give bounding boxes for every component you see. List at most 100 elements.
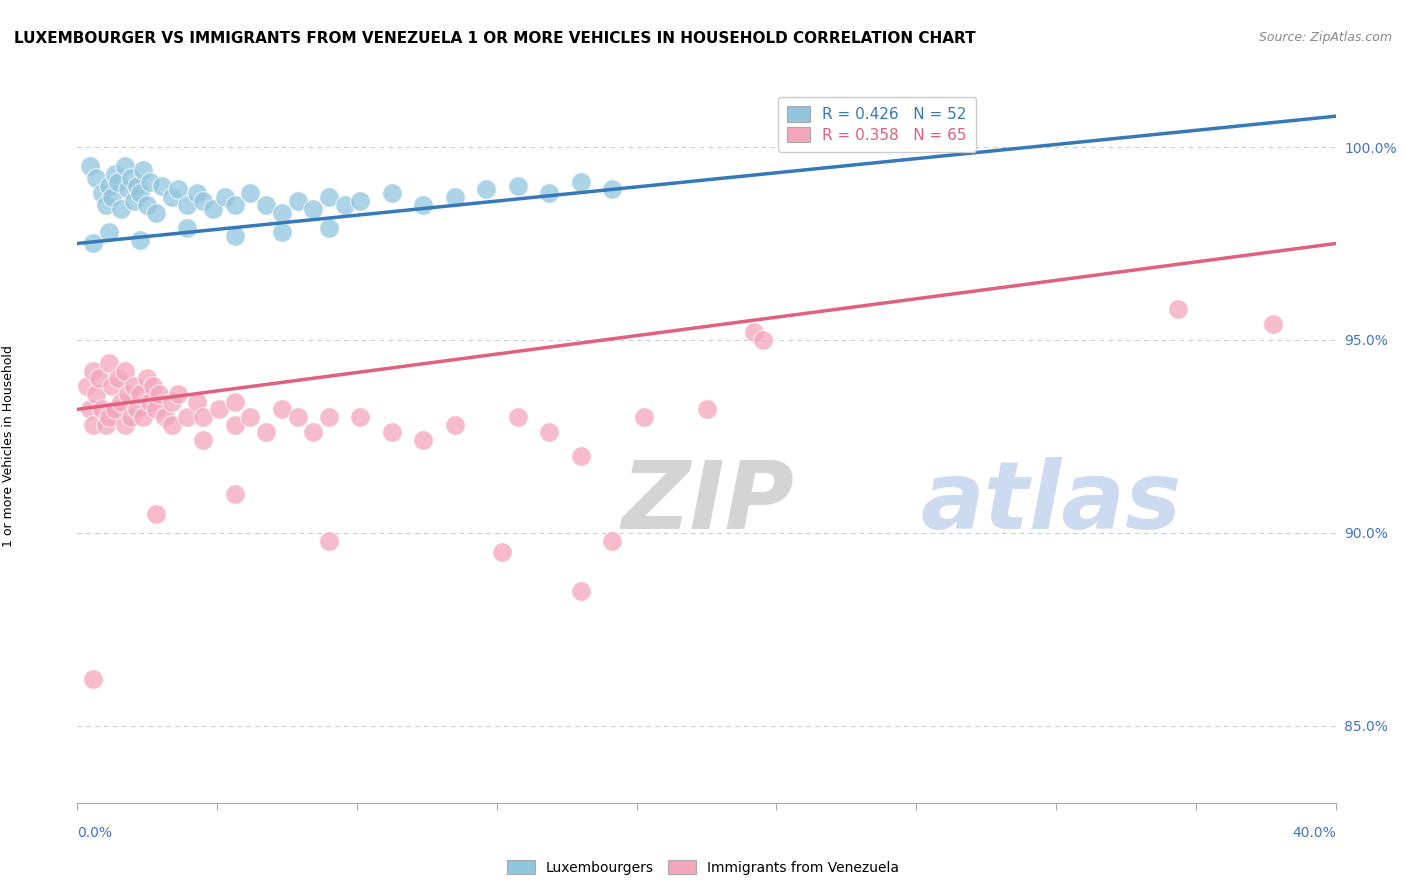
Point [318, 190, 340, 204]
Point [101, 190, 124, 204]
Point [132, 163, 155, 178]
Point [104, 402, 127, 417]
Point [145, 205, 167, 219]
Point [569, 175, 592, 189]
Point [186, 186, 208, 201]
Point [148, 387, 170, 401]
Point [155, 410, 177, 425]
Point [270, 402, 292, 417]
Point [381, 186, 404, 201]
Point [538, 186, 561, 201]
Point [132, 410, 155, 425]
Point [1167, 301, 1189, 316]
Point [97, 356, 120, 370]
Point [475, 182, 498, 196]
Point [506, 178, 529, 193]
Point [224, 417, 246, 432]
Point [89, 371, 111, 385]
Text: atlas: atlas [921, 457, 1181, 549]
Point [167, 387, 190, 401]
Text: LUXEMBOURGER VS IMMIGRANTS FROM VENEZUELA 1 OR MORE VEHICLES IN HOUSEHOLD CORREL: LUXEMBOURGER VS IMMIGRANTS FROM VENEZUEL… [14, 31, 976, 46]
Point [569, 449, 592, 463]
Point [129, 387, 152, 401]
Point [302, 425, 325, 440]
Point [176, 198, 198, 212]
Point [412, 434, 434, 448]
Point [94, 417, 117, 432]
Point [191, 194, 215, 208]
Point [120, 170, 142, 185]
Point [239, 186, 262, 201]
Point [742, 325, 765, 339]
Point [270, 225, 292, 239]
Text: ZIP: ZIP [621, 457, 794, 549]
Point [254, 425, 277, 440]
Point [491, 545, 513, 559]
Legend: Luxembourgers, Immigrants from Venezuela: Luxembourgers, Immigrants from Venezuela [502, 855, 904, 880]
Point [224, 394, 246, 409]
Text: 40.0%: 40.0% [1292, 826, 1336, 840]
Point [349, 194, 371, 208]
Point [142, 379, 165, 393]
Point [167, 182, 190, 196]
Point [160, 394, 183, 409]
Point [122, 379, 145, 393]
Point [76, 379, 98, 393]
Point [114, 364, 136, 378]
Point [224, 487, 246, 501]
Point [349, 410, 371, 425]
Point [239, 410, 262, 425]
Point [287, 410, 309, 425]
Point [94, 198, 117, 212]
Point [287, 194, 309, 208]
Point [82, 364, 104, 378]
Point [114, 417, 136, 432]
Point [110, 394, 132, 409]
Point [186, 394, 208, 409]
Point [110, 202, 132, 216]
Point [104, 167, 127, 181]
Point [97, 410, 120, 425]
Point [696, 402, 718, 417]
Point [201, 202, 224, 216]
Point [318, 410, 340, 425]
Point [117, 387, 139, 401]
Point [122, 194, 145, 208]
Point [82, 236, 104, 251]
Point [752, 333, 775, 347]
Point [254, 198, 277, 212]
Point [569, 583, 592, 598]
Point [176, 221, 198, 235]
Point [97, 225, 120, 239]
Point [129, 186, 152, 201]
Point [538, 425, 561, 440]
Point [224, 198, 246, 212]
Point [117, 182, 139, 196]
Point [91, 402, 114, 417]
Point [91, 186, 114, 201]
Point [600, 533, 623, 548]
Point [191, 410, 215, 425]
Point [145, 402, 167, 417]
Point [107, 175, 129, 189]
Point [79, 159, 101, 173]
Point [224, 228, 246, 243]
Point [191, 434, 215, 448]
Point [84, 387, 107, 401]
Point [138, 394, 160, 409]
Point [381, 425, 404, 440]
Point [214, 190, 236, 204]
Point [84, 170, 107, 185]
Point [600, 182, 623, 196]
Point [145, 507, 167, 521]
Point [160, 417, 183, 432]
Legend: R = 0.426   N = 52, R = 0.358   N = 65: R = 0.426 N = 52, R = 0.358 N = 65 [778, 97, 976, 152]
Point [318, 221, 340, 235]
Point [82, 673, 104, 687]
Point [444, 190, 467, 204]
Text: 0.0%: 0.0% [77, 826, 112, 840]
Point [160, 190, 183, 204]
Point [150, 178, 173, 193]
Point [135, 198, 157, 212]
Point [444, 417, 467, 432]
